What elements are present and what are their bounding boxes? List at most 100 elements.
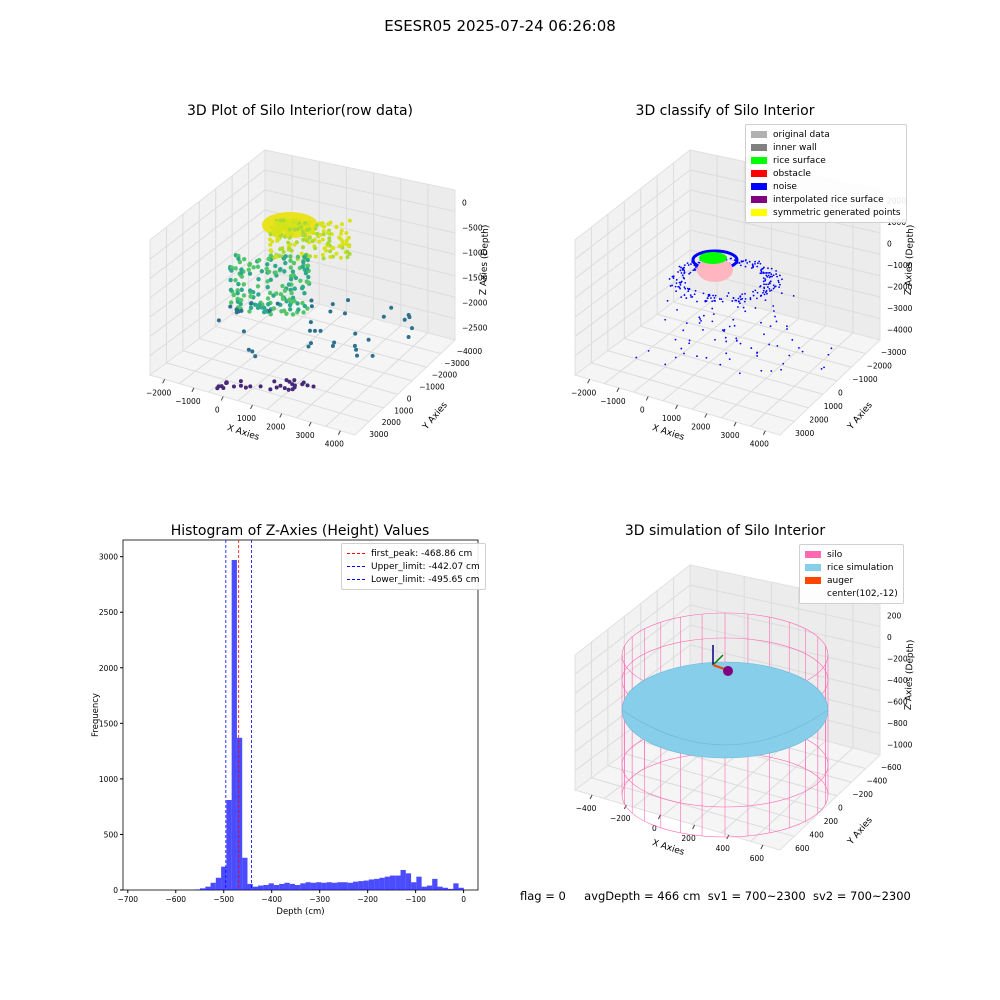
- noise-point: [759, 262, 762, 265]
- noise-point: [697, 261, 700, 264]
- sv2-text: sv2 = 700~2300: [812, 889, 911, 903]
- noise-point: [758, 260, 761, 263]
- point: [231, 292, 236, 298]
- point: [275, 237, 280, 242]
- histogram-bar: [421, 886, 427, 890]
- x-tick: [587, 379, 591, 384]
- point: [216, 318, 221, 323]
- histogram-bar: [437, 886, 443, 890]
- grid-line: [149, 189, 266, 279]
- legend-entry: silo: [805, 548, 898, 561]
- point: [334, 251, 339, 256]
- point: [302, 267, 308, 273]
- y-tick-label: 200: [824, 817, 839, 826]
- noise-point: [683, 294, 686, 296]
- y-tick-label: 2000: [382, 418, 401, 427]
- flag-text: flag = 0: [520, 889, 566, 903]
- point: [314, 223, 319, 228]
- noise-point: [782, 362, 785, 365]
- x-tick: [657, 814, 661, 820]
- point: [320, 252, 325, 257]
- noise-point: [705, 356, 708, 359]
- point: [342, 311, 347, 316]
- noise-point: [686, 262, 689, 265]
- noise-point: [772, 305, 775, 307]
- point: [279, 223, 284, 228]
- histogram-bar: [194, 889, 200, 890]
- x-tick: [589, 794, 593, 800]
- grid-line: [673, 301, 866, 355]
- z-axis-label: Z Axies (Depth): [479, 225, 491, 296]
- point: [305, 257, 310, 263]
- noise-point: [728, 358, 731, 361]
- noise-point: [770, 289, 773, 292]
- point: [265, 262, 270, 267]
- noise-point: [768, 276, 771, 279]
- grid-line: [237, 311, 347, 402]
- point: [321, 229, 326, 234]
- sv1-text: sv1 = 700~2300: [707, 889, 806, 903]
- legend-swatch: [751, 144, 767, 151]
- point: [246, 267, 251, 272]
- point: [239, 267, 244, 272]
- histogram-bar: [389, 875, 396, 890]
- noise-point: [754, 260, 756, 263]
- point: [406, 335, 411, 340]
- noise-point: [767, 267, 769, 270]
- noise-point: [779, 283, 781, 286]
- point: [296, 307, 301, 312]
- noise-point: [689, 271, 692, 274]
- noise-point: [720, 298, 723, 301]
- point: [241, 257, 247, 262]
- histogram-bar: [363, 880, 369, 890]
- point: [309, 304, 314, 309]
- noise-point: [770, 267, 773, 270]
- x-tick: [623, 804, 627, 810]
- point: [264, 266, 269, 271]
- x-tick-label: 2000: [266, 423, 285, 432]
- noise-point: [724, 336, 727, 339]
- noise-point: [714, 338, 716, 341]
- point: [389, 305, 394, 310]
- point: [248, 305, 254, 311]
- grid-line: [657, 313, 852, 368]
- y-tick-label: 3000: [99, 553, 118, 562]
- noise-point: [702, 314, 705, 317]
- noise-point: [675, 290, 677, 293]
- silo-simulation: [621, 612, 829, 838]
- x-tick-label: −400: [576, 804, 597, 813]
- point: [282, 269, 287, 274]
- z-axis-label: Z Axies (Depth): [904, 225, 916, 296]
- point: [268, 387, 273, 392]
- point: [287, 379, 292, 384]
- point: [235, 291, 240, 296]
- histogram-bar: [289, 883, 295, 890]
- x-tick-label: −200: [610, 814, 631, 823]
- noise-point: [730, 257, 733, 260]
- noise-point: [712, 294, 714, 297]
- noise-point: [733, 324, 736, 327]
- point: [241, 282, 246, 287]
- noise-point: [769, 290, 771, 292]
- noise-point: [687, 264, 690, 266]
- point: [273, 263, 278, 269]
- point: [328, 254, 333, 259]
- legend-swatch: [805, 551, 821, 558]
- legend-label: obstacle: [773, 168, 811, 179]
- histogram-bar: [294, 885, 301, 890]
- x-tick: [762, 430, 766, 435]
- legend-swatch: [805, 577, 821, 584]
- grid-line: [199, 338, 398, 395]
- histogram-legend: first_peak: -468.86 cm Upper_limit: -442.…: [341, 543, 486, 590]
- histogram-bar: [236, 737, 243, 890]
- noise-point: [772, 287, 775, 290]
- noise-point: [666, 299, 669, 302]
- noise-point: [767, 274, 770, 277]
- noise-point: [685, 297, 688, 299]
- noise-point: [698, 316, 701, 319]
- noise-point: [749, 297, 752, 299]
- histogram-bar: [400, 870, 406, 890]
- point: [330, 343, 335, 348]
- noise-point: [706, 297, 709, 300]
- noise-point: [777, 281, 780, 284]
